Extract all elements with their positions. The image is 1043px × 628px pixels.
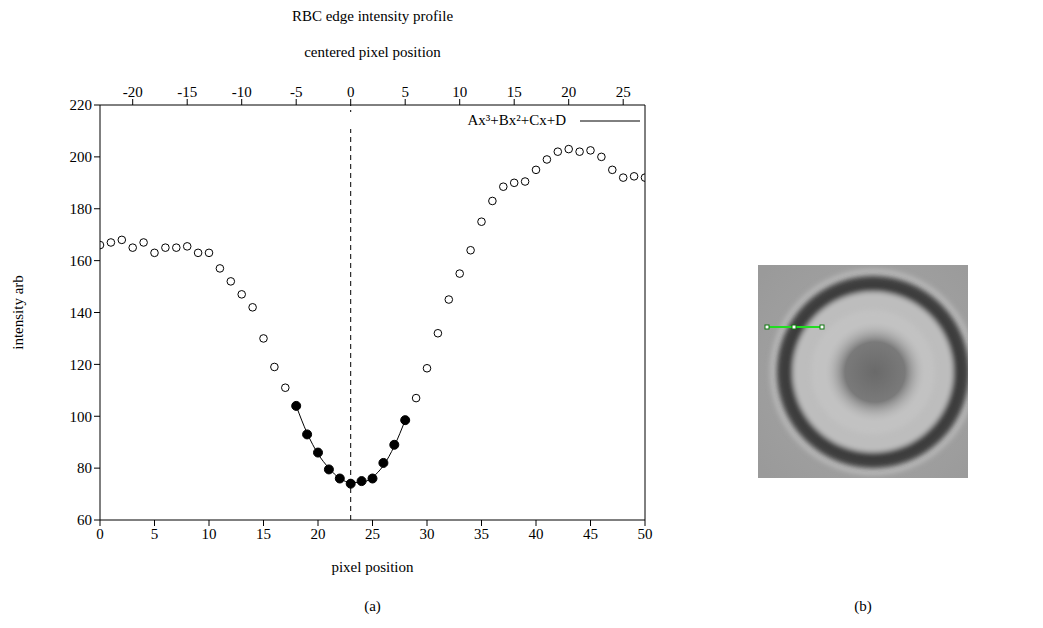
html-text:(b): (b) xyxy=(854,598,872,614)
html-text:Ax³+Bx²+Cx+D: Ax³+Bx²+Cx+D xyxy=(467,112,566,128)
svg-text:5: 5 xyxy=(401,84,409,100)
svg-text:100: 100 xyxy=(70,409,93,425)
svg-text:25: 25 xyxy=(616,84,631,100)
svg-text:50: 50 xyxy=(638,526,653,542)
svg-text:120: 120 xyxy=(70,357,93,373)
svg-text:140: 140 xyxy=(70,305,93,321)
svg-text:40: 40 xyxy=(529,526,544,542)
svg-text:centered pixel position: centered pixel position xyxy=(304,44,441,60)
svg-text:-5: -5 xyxy=(290,84,303,100)
svg-text:200: 200 xyxy=(70,149,93,165)
svg-text:15: 15 xyxy=(507,84,522,100)
svg-text:10: 10 xyxy=(202,526,217,542)
svg-text:0: 0 xyxy=(96,526,104,542)
svg-text:10: 10 xyxy=(452,84,467,100)
svg-text:20: 20 xyxy=(311,526,326,542)
svg-text:35: 35 xyxy=(474,526,489,542)
svg-text:30: 30 xyxy=(420,526,435,542)
svg-text:pixel position: pixel position xyxy=(331,559,414,575)
svg-text:-15: -15 xyxy=(177,84,197,100)
svg-text:160: 160 xyxy=(70,253,93,269)
svg-text:25: 25 xyxy=(365,526,380,542)
svg-text:0: 0 xyxy=(347,84,355,100)
svg-text:80: 80 xyxy=(77,460,92,476)
svg-text:-20: -20 xyxy=(123,84,143,100)
svg-text:20: 20 xyxy=(561,84,576,100)
svg-text:220: 220 xyxy=(70,97,93,113)
svg-text:intensity arb: intensity arb xyxy=(10,275,26,350)
svg-text:60: 60 xyxy=(77,512,92,528)
html-text:(a): (a) xyxy=(364,598,381,614)
svg-text:-10: -10 xyxy=(232,84,252,100)
svg-text:180: 180 xyxy=(70,201,93,217)
svg-text:15: 15 xyxy=(256,526,271,542)
svg-text:5: 5 xyxy=(151,526,159,542)
svg-text:45: 45 xyxy=(583,526,598,542)
html-text:RBC edge intensity profile: RBC edge intensity profile xyxy=(291,8,454,24)
